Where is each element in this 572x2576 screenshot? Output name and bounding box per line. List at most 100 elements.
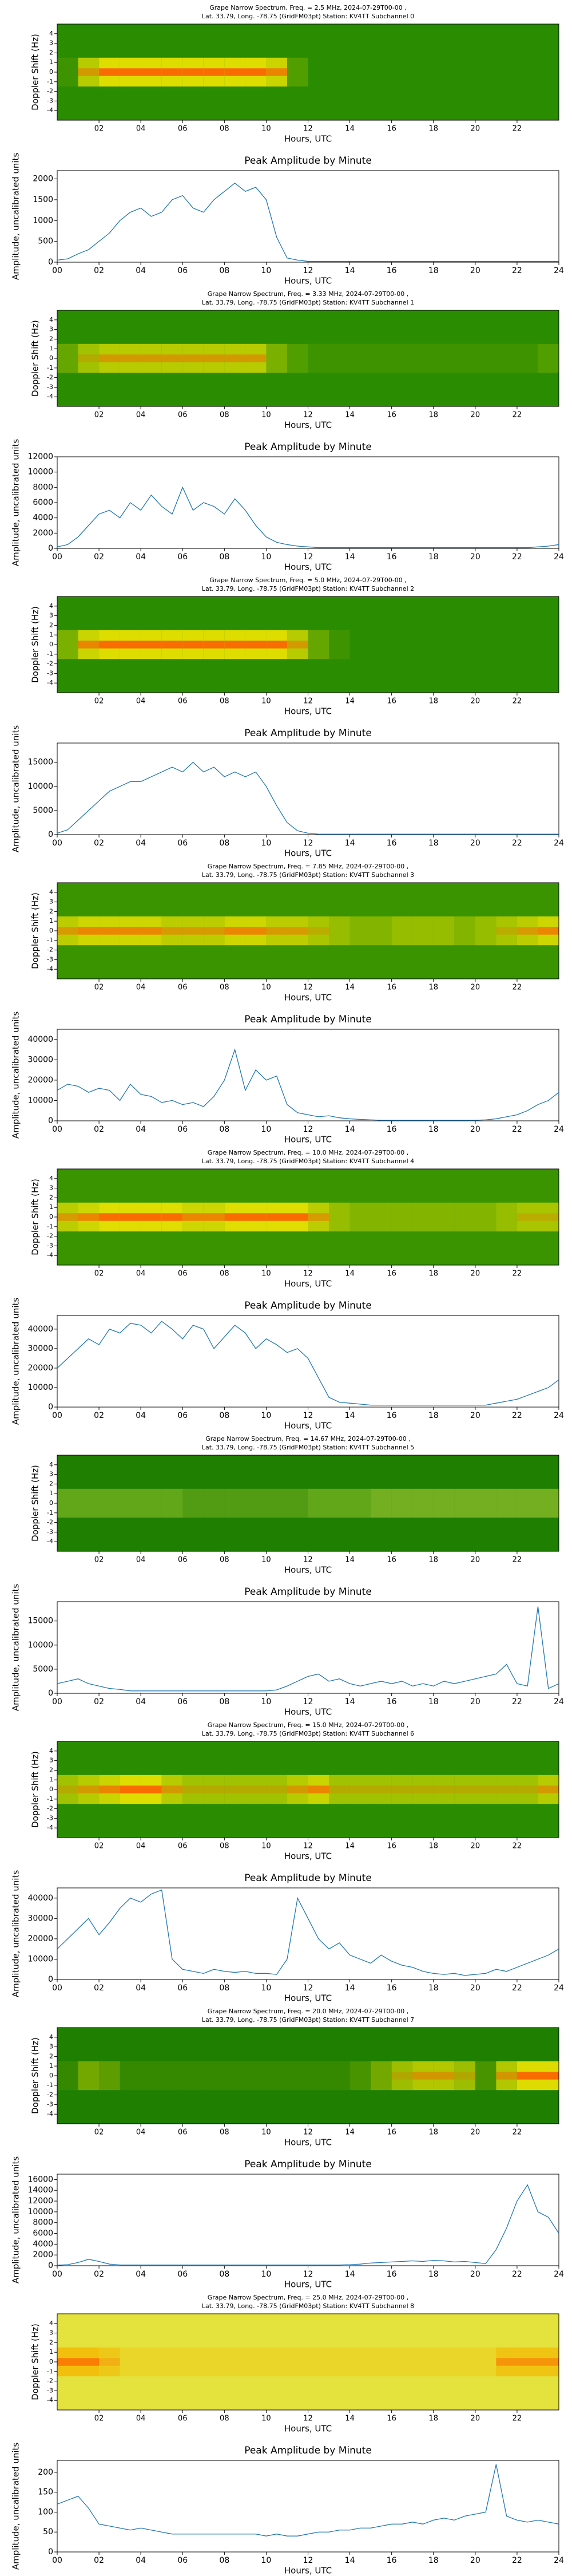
core-cell <box>57 927 78 935</box>
core-cell <box>517 927 538 935</box>
band-cell <box>266 343 287 373</box>
core-cell <box>120 2072 141 2079</box>
y-tick-label: 4 <box>49 30 53 37</box>
band-cell <box>391 343 413 373</box>
x-tick-label: 20 <box>471 411 480 420</box>
x-tick-label: 18 <box>428 2128 438 2137</box>
y-tick-label: 1 <box>49 1490 53 1497</box>
x-tick-label: 08 <box>220 697 229 706</box>
y-tick-label: 2000 <box>33 2250 53 2259</box>
x-tick-label: 20 <box>471 1270 480 1278</box>
chart-title: Lat. 33.79, Long. -78.75 (GridFM03pt) St… <box>202 2302 414 2310</box>
core-cell <box>412 641 434 648</box>
core-cell <box>224 1499 245 1507</box>
x-tick-label: 08 <box>219 2556 229 2565</box>
x-tick-label: 22 <box>513 697 522 706</box>
band-cell <box>433 2347 455 2377</box>
band-cell <box>161 2347 183 2377</box>
x-tick-label: 10 <box>261 125 271 133</box>
x-tick-label: 20 <box>470 1411 480 1420</box>
band-cell <box>161 916 183 946</box>
x-tick-label: 10 <box>261 1411 272 1420</box>
band-cell <box>412 343 434 373</box>
core-cell <box>412 1785 434 1793</box>
core-cell <box>245 1785 267 1793</box>
x-tick-label: 04 <box>136 2128 146 2137</box>
core-cell <box>182 2358 204 2365</box>
band-cell <box>349 2347 371 2377</box>
x-tick-label: 02 <box>94 697 104 706</box>
y-tick-label: -1 <box>47 364 53 372</box>
y-tick-label: 0 <box>49 354 53 362</box>
x-axis-label: Hours, UTC <box>284 2566 332 2576</box>
x-tick-label: 18 <box>428 1697 439 1706</box>
core-cell <box>120 2358 141 2365</box>
x-tick-label: 12 <box>303 1697 313 1706</box>
core-cell <box>350 354 371 362</box>
y-tick-label: 4 <box>49 2320 53 2327</box>
x-tick-label: 02 <box>94 983 104 992</box>
x-axis-label: Hours, UTC <box>284 276 332 286</box>
x-tick-label: 08 <box>219 1697 229 1706</box>
x-tick-label: 12 <box>303 266 313 275</box>
core-cell <box>287 1785 308 1793</box>
x-tick-label: 12 <box>303 1411 313 1420</box>
core-cell <box>287 354 308 362</box>
x-tick-label: 08 <box>220 1842 229 1851</box>
band-cell <box>224 1775 245 1804</box>
x-axis-label: Hours, UTC <box>284 848 332 859</box>
band-cell <box>517 1488 538 1518</box>
y-axis-label: Doppler Shift (Hz) <box>30 1465 41 1542</box>
core-cell <box>161 927 183 935</box>
x-tick-label: 16 <box>387 2128 396 2137</box>
x-tick-label: 18 <box>428 1556 438 1564</box>
band-cell <box>329 630 350 659</box>
core-cell <box>78 68 100 76</box>
plot-frame <box>57 456 559 549</box>
core-cell <box>120 354 141 362</box>
x-tick-label: 02 <box>94 1697 104 1706</box>
y-tick-label: 40000 <box>27 1894 53 1903</box>
x-tick-label: 10 <box>261 266 272 275</box>
core-cell <box>496 641 517 648</box>
y-axis-label: Doppler Shift (Hz) <box>30 2324 41 2400</box>
y-tick-label: 0 <box>48 544 53 553</box>
x-tick-label: 10 <box>261 2128 271 2137</box>
core-cell <box>203 1785 225 1793</box>
core-cell <box>224 68 245 76</box>
x-tick-label: 20 <box>470 1125 480 1134</box>
band-cell <box>57 916 78 946</box>
y-tick-label: -3 <box>47 955 53 963</box>
core-cell <box>57 68 78 76</box>
core-cell <box>371 354 392 362</box>
core-cell <box>287 1499 308 1507</box>
core-cell <box>266 354 287 362</box>
amplitude-line <box>57 1048 559 1121</box>
x-tick-label: 16 <box>387 2415 396 2423</box>
x-tick-label: 20 <box>470 2556 480 2565</box>
core-cell <box>371 1213 392 1220</box>
band-cell <box>203 2061 225 2091</box>
x-tick-label: 16 <box>387 266 397 275</box>
y-tick-label: 1 <box>49 58 53 66</box>
chart-title: Peak Amplitude by Minute <box>244 1586 372 1598</box>
core-cell <box>141 1785 162 1793</box>
core-cell <box>454 2072 475 2080</box>
chart-title: Grape Narrow Spectrum, Freq. = 15.0 MHz,… <box>208 1721 409 1729</box>
band-cell <box>391 1488 413 1518</box>
core-cell <box>350 68 371 76</box>
x-tick-label: 10 <box>261 1842 271 1851</box>
y-tick-label: 2 <box>49 49 53 56</box>
band-cell <box>141 343 162 373</box>
x-tick-label: 12 <box>303 1984 313 1993</box>
band-cell <box>245 2061 267 2091</box>
y-tick-label: -4 <box>47 2396 53 2404</box>
band-cell <box>203 343 225 373</box>
x-tick-label: 14 <box>345 983 355 992</box>
band-cell <box>99 1488 120 1518</box>
core-cell <box>454 1785 475 1793</box>
x-tick-label: 22 <box>513 983 522 992</box>
x-tick-label: 16 <box>387 1125 397 1134</box>
core-cell <box>308 1785 329 1793</box>
core-cell <box>434 1499 455 1507</box>
